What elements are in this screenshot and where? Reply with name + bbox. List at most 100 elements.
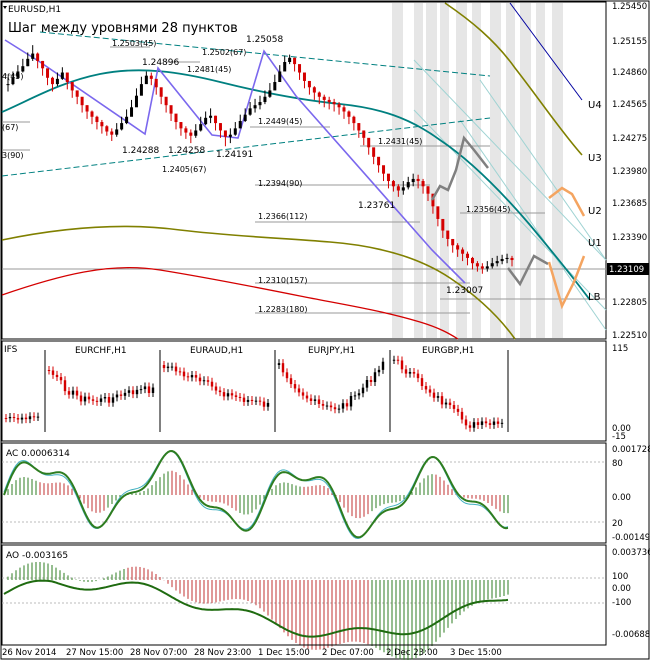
candle-body xyxy=(110,131,114,135)
candle-body xyxy=(21,66,25,72)
candle-body xyxy=(60,72,64,79)
level-label: 1.2283(180) xyxy=(258,305,308,314)
time-tick: 26 Nov 2014 xyxy=(2,648,56,658)
candle-body xyxy=(480,266,484,269)
trend-channel xyxy=(1,31,491,177)
ifs-candle-body xyxy=(329,405,333,408)
ifs-candle-body xyxy=(202,380,206,382)
level-label: 1.2394(90) xyxy=(258,179,302,188)
price-axis[interactable]: 1.25450 1.25155 1.24860 1.24565 1.24275 … xyxy=(607,2,649,341)
ifs-panel[interactable]: IFS EURCHF,H1 EURAUD,H1 EURJPY,H1 EURGBP… xyxy=(1,340,631,442)
ifs-candle-body xyxy=(448,402,452,406)
ifs-candle-body xyxy=(4,418,8,419)
ac-axis-tick: 0.00 xyxy=(612,493,631,503)
ifs-candle-body xyxy=(162,365,166,369)
candle-body xyxy=(11,77,15,85)
ifs-candle-body xyxy=(166,366,170,369)
candle-body xyxy=(174,113,178,123)
ifs-candle-body xyxy=(234,395,238,397)
ac-axis-tick: 0.001728 xyxy=(612,445,650,455)
candle-body xyxy=(115,129,119,135)
annotation-text: Шаг между уровнями 28 пунктов xyxy=(8,21,238,36)
ifs-candle-body xyxy=(325,405,329,407)
ifs-candle-body xyxy=(36,416,40,418)
candle-body xyxy=(451,238,455,246)
price-tick: 1.24860 xyxy=(612,68,647,78)
ao-panel[interactable]: AO -0.003165 0.003736 100 0.00 -100 -0.0… xyxy=(1,544,650,660)
ifs-candle-body xyxy=(99,398,103,402)
ifs-candle-body xyxy=(488,423,492,425)
candle-body xyxy=(154,78,158,88)
ifs-candle-body xyxy=(32,416,36,418)
ifs-candle-body xyxy=(424,386,428,390)
ifs-candle-body xyxy=(226,393,230,397)
ifs-candle-body xyxy=(400,360,404,370)
candle-body xyxy=(416,178,420,182)
ifs-candle-body xyxy=(198,377,202,382)
level-u4: U4 xyxy=(588,100,602,111)
ifs-candle-body xyxy=(12,416,16,419)
candle-body xyxy=(95,116,99,123)
symbol-dropdown-icon[interactable] xyxy=(3,6,7,9)
price-label: 1.24896 xyxy=(142,58,179,68)
ifs-candle-body xyxy=(392,359,396,361)
candle-body xyxy=(179,122,183,129)
ifs-pair-label: EURCHF,H1 xyxy=(75,346,127,356)
candle-body xyxy=(436,206,440,219)
forecast-gray-2 xyxy=(507,254,549,287)
candle-body xyxy=(130,107,134,117)
ifs-candle-body xyxy=(246,399,250,402)
time-tick: 28 Nov 07:00 xyxy=(130,648,187,658)
candle-body xyxy=(288,57,292,62)
candle-body xyxy=(50,77,54,85)
ifs-candle-body xyxy=(135,389,139,395)
time-axis[interactable]: 26 Nov 2014 27 Nov 15:00 28 Nov 07:00 28… xyxy=(2,644,606,658)
candle-body xyxy=(85,105,89,112)
ao-axis-tick: -100 xyxy=(612,598,631,608)
ifs-candle-body xyxy=(51,370,55,375)
level-label: 1.2502(67) xyxy=(202,48,246,57)
ac-axis-tick: 20 xyxy=(612,519,623,529)
forecast-band xyxy=(552,3,563,338)
ifs-candle-body xyxy=(365,379,369,388)
time-tick: 1 Dec 15:00 xyxy=(258,648,310,658)
ifs-candle-body xyxy=(103,396,107,399)
candle-body xyxy=(485,266,489,269)
candle-body xyxy=(164,96,168,106)
ac-panel[interactable]: AC 0.0006314 0.001728 80 0.00 20 -0.0014… xyxy=(1,442,650,544)
ifs-candle-body xyxy=(131,390,135,395)
candle-body xyxy=(302,72,306,81)
blue-trend-line xyxy=(509,2,583,101)
ifs-candle-body xyxy=(266,402,270,407)
candle-body xyxy=(500,258,504,262)
level-label: 1.2481(45) xyxy=(187,65,231,74)
forecast-band xyxy=(392,3,403,338)
candle-body xyxy=(426,186,430,194)
ao-axis-tick: 0.00 xyxy=(612,584,631,594)
candle-body xyxy=(90,111,94,117)
candle-body xyxy=(233,128,237,135)
candle-body xyxy=(461,249,465,254)
current-price: 1.23109 xyxy=(609,265,644,275)
candle-body xyxy=(253,105,257,109)
candle-body xyxy=(466,253,470,258)
candle-body xyxy=(238,120,242,129)
candle-body xyxy=(342,107,346,112)
level-label: 1.2366(112) xyxy=(258,212,308,221)
ma-olive-low-line xyxy=(1,225,516,340)
time-tick: 28 Nov 23:00 xyxy=(194,648,251,658)
ifs-candle-body xyxy=(285,372,289,379)
ifs-candle-body xyxy=(127,390,131,393)
trend-line-upper xyxy=(39,31,491,77)
ifs-candle-body xyxy=(408,372,412,374)
ifs-candle-body xyxy=(432,392,436,398)
ac-title: AC 0.0006314 xyxy=(6,449,70,459)
candle-body xyxy=(470,257,474,264)
level-lines xyxy=(2,46,606,314)
candle-body xyxy=(159,87,163,97)
ifs-candle-body xyxy=(428,389,432,393)
level-u3: U3 xyxy=(588,153,602,164)
ifs-candle-body xyxy=(321,403,325,406)
candle-body xyxy=(214,115,218,124)
price-panel[interactable]: EURUSD,H1 Шаг между уровнями 28 пунктов … xyxy=(1,1,607,340)
